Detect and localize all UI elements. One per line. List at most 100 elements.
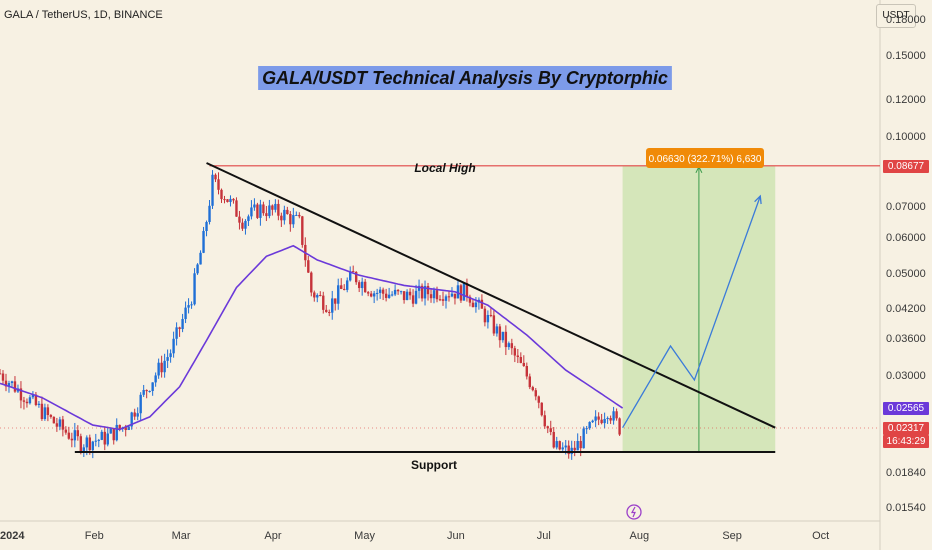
candle-body	[549, 428, 552, 432]
measure-box-text: 0.06630 (322.71%) 6,630	[649, 154, 762, 165]
countdown-tag: 16:43:29	[883, 434, 929, 448]
candle-body	[172, 338, 175, 354]
candle-body	[67, 432, 71, 439]
candle-body	[426, 285, 430, 295]
candle-body	[94, 440, 97, 442]
candle-body	[319, 295, 322, 297]
projection-path	[622, 195, 761, 429]
candle-body	[13, 381, 17, 392]
candle-body	[4, 380, 8, 387]
candle-body	[103, 431, 106, 445]
candle-body	[289, 214, 292, 225]
candle-body	[456, 285, 460, 299]
candle-body	[465, 283, 469, 297]
y-tick-label: 0.01840	[886, 466, 926, 479]
candle-body	[253, 204, 256, 208]
candle-body	[85, 437, 89, 448]
candle-body	[10, 381, 14, 384]
candle-body	[142, 389, 145, 395]
candle-body	[223, 199, 226, 201]
projection-arrowhead	[754, 194, 762, 205]
candle-body	[0, 373, 2, 375]
candle-body	[7, 383, 11, 387]
candle-body	[387, 294, 391, 298]
candle-body	[591, 420, 594, 423]
candle-body	[346, 280, 349, 290]
candle-body	[498, 326, 502, 341]
candle-body	[22, 400, 26, 402]
candle-body	[504, 331, 508, 348]
x-tick-label: Jun	[446, 530, 465, 542]
candle-body	[151, 382, 154, 391]
candle-body	[363, 281, 367, 293]
candle-body	[531, 387, 534, 391]
candle-body	[91, 441, 94, 451]
candle-body	[97, 439, 100, 441]
candle-body	[609, 418, 612, 421]
candle-body	[357, 282, 361, 289]
candle-body	[489, 314, 493, 316]
y-tick-label: 0.15000	[886, 50, 926, 63]
candle-body	[163, 360, 166, 373]
candle-body	[301, 216, 304, 245]
candle-body	[579, 440, 582, 449]
candle-body	[600, 419, 603, 424]
candle-body	[310, 272, 313, 293]
candle-body	[447, 296, 451, 298]
y-tick-label: 0.07000	[886, 201, 926, 214]
candle-body	[441, 299, 445, 301]
candle-body	[612, 411, 615, 421]
candle-body	[349, 271, 352, 281]
candle-body	[25, 401, 29, 404]
candle-body	[166, 357, 169, 361]
candle-body	[343, 288, 346, 290]
candle-body	[474, 302, 478, 308]
candle-body	[229, 198, 232, 203]
candle-body	[396, 289, 400, 292]
x-tick-label: Oct	[812, 530, 830, 542]
candle-body	[40, 403, 44, 420]
candle-body	[340, 285, 343, 289]
candle-body	[316, 295, 319, 298]
candle-body	[501, 331, 505, 341]
candle-body	[402, 291, 406, 301]
candle-body	[483, 308, 487, 323]
candle-body	[417, 285, 421, 291]
candle-body	[232, 198, 235, 201]
candle-body	[157, 362, 160, 376]
x-tick-label: Jul	[536, 530, 551, 542]
candle-body	[181, 319, 184, 330]
y-tick-label: 0.12000	[886, 94, 926, 107]
candle-body	[58, 419, 62, 427]
candle-body	[537, 396, 540, 403]
candle-body	[217, 179, 220, 190]
moving-average-price-tag: 0.02565	[883, 401, 929, 415]
candle-body	[414, 290, 418, 304]
candle-body	[145, 389, 148, 392]
candle-body	[46, 407, 50, 416]
candle-body	[375, 292, 379, 294]
candle-body	[280, 215, 283, 221]
candle-body	[100, 431, 103, 440]
candle-body	[585, 428, 588, 430]
candle-body	[73, 430, 77, 441]
candle-body	[334, 298, 337, 304]
y-tick-label: 0.03600	[886, 333, 926, 346]
candle-body	[378, 289, 382, 293]
currency-button[interactable]: USDT	[876, 4, 916, 28]
candle-body	[354, 272, 358, 283]
candle-body	[256, 204, 259, 218]
y-tick-label: 0.18000	[886, 13, 926, 26]
candle-body	[597, 416, 600, 420]
candle-body	[393, 289, 397, 295]
candle-body	[432, 290, 436, 299]
x-tick-label: Sep	[722, 530, 742, 542]
candle-body	[519, 357, 523, 363]
candle-body	[76, 430, 80, 437]
candle-body	[462, 283, 466, 301]
candle-body	[55, 423, 59, 427]
candle-body	[271, 205, 274, 210]
candle-body	[226, 199, 229, 203]
candle-body	[408, 291, 412, 296]
